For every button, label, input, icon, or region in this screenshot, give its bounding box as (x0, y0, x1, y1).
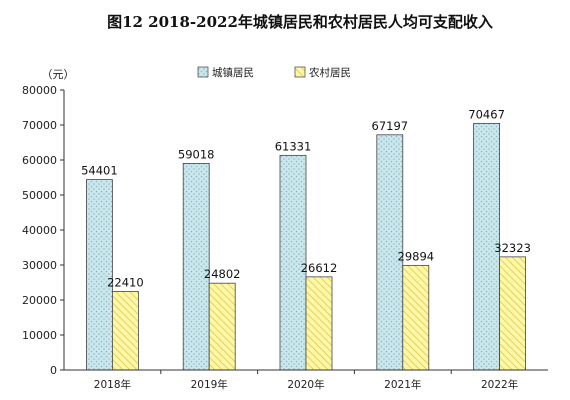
data-label-rural: 26612 (301, 261, 338, 275)
x-tick-label: 2018年 (94, 378, 131, 391)
y-tick-label: 60000 (22, 154, 57, 167)
bar-urban (86, 179, 113, 371)
data-label-urban: 67197 (372, 119, 409, 133)
bar-rural (402, 264, 430, 371)
data-label-rural: 29894 (398, 249, 435, 263)
legend: 城镇居民 农村居民 (197, 66, 351, 79)
x-axis: 2018年 2019年 2020年 2021年 2022年 (94, 370, 518, 391)
data-label-urban: 59018 (178, 147, 215, 161)
y-axis-label: （元） (42, 68, 75, 81)
data-label-urban: 54401 (81, 164, 118, 178)
data-label-rural: 32323 (494, 241, 531, 255)
legend-swatch-urban (197, 66, 209, 78)
y-axis: 0 10000 20000 30000 40000 50000 60000 70000 8000… (22, 84, 64, 377)
data-label-urban: 70467 (468, 107, 505, 121)
y-tick-label: 40000 (22, 224, 57, 237)
y-tick-label: 0 (50, 364, 57, 377)
bar-rural (499, 256, 527, 371)
y-tick-label: 70000 (22, 119, 57, 132)
data-label-urban: 61331 (275, 139, 312, 153)
legend-swatch-rural (294, 66, 306, 78)
data-label-rural: 24802 (204, 267, 241, 281)
chart-title: 图12 2018-2022年城镇居民和农村居民人均可支配收入 (107, 13, 493, 31)
y-tick-label: 80000 (22, 84, 57, 97)
legend-label-urban: 城镇居民 (212, 66, 254, 79)
y-tick-label: 20000 (22, 294, 57, 307)
x-tick-label: 2020年 (287, 378, 324, 391)
bar-rural (305, 276, 333, 371)
data-label-rural: 22410 (107, 276, 144, 290)
bars: 54401 22410 59018 24802 61331 26612 67197 29894… (81, 107, 531, 371)
y-tick-label: 30000 (22, 259, 57, 272)
legend-label-rural: 农村居民 (309, 66, 351, 79)
bar-rural (208, 282, 236, 371)
y-tick-label: 10000 (22, 329, 57, 342)
x-tick-label: 2019年 (191, 378, 228, 391)
x-tick-label: 2021年 (384, 378, 421, 391)
bar-rural (112, 291, 139, 371)
y-tick-label: 50000 (22, 189, 57, 202)
x-tick-label: 2022年 (481, 378, 518, 391)
